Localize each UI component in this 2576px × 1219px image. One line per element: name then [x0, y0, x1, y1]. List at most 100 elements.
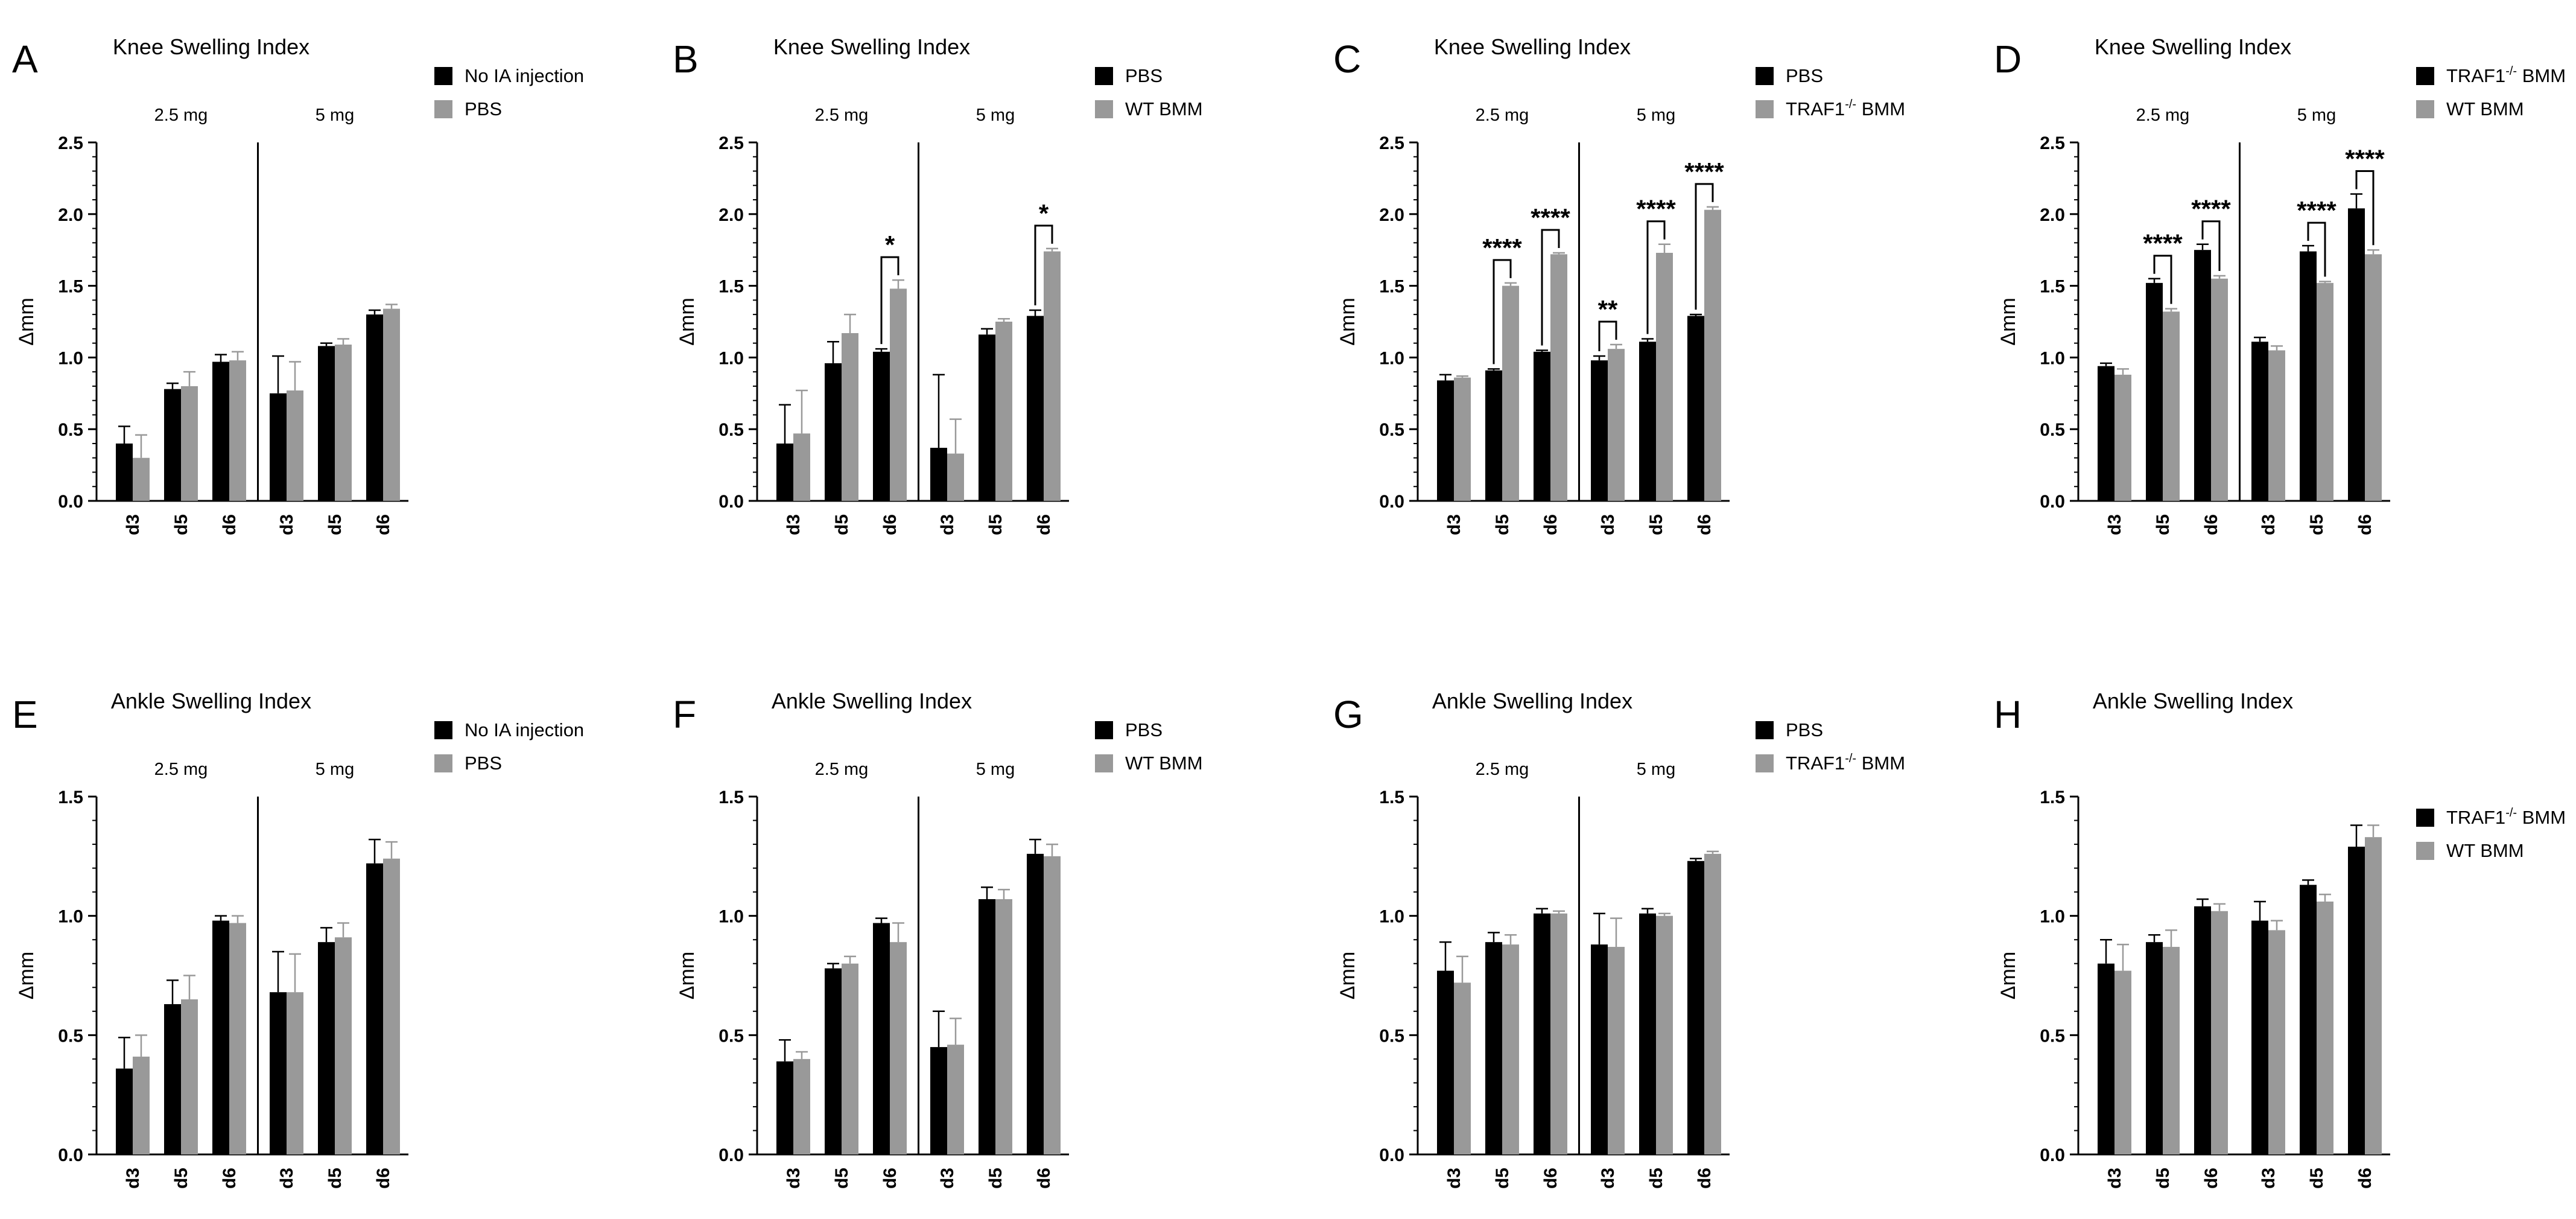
bar-B-s0-5 — [1027, 316, 1044, 501]
bar-E-s1-4 — [335, 937, 352, 1154]
x-tick-label: d5 — [2153, 514, 2173, 535]
x-tick-label: d3 — [277, 1168, 297, 1189]
y-tick-label: 0.5 — [719, 1026, 744, 1046]
bar-A-s0-1 — [164, 389, 181, 501]
y-axis-label: Δmm — [676, 298, 699, 345]
bar-H-s1-3 — [2268, 930, 2285, 1154]
significance-label: * — [885, 231, 895, 259]
bar-G-s1-1 — [1502, 944, 1519, 1154]
legend-swatch-0 — [1756, 721, 1774, 739]
y-tick-label: 2.5 — [58, 133, 83, 153]
significance-label: **** — [1482, 234, 1522, 262]
y-tick-label: 0.5 — [719, 420, 744, 440]
bar-G-s1-5 — [1704, 853, 1721, 1154]
significance-label: * — [1039, 199, 1049, 228]
significance-bracket — [2355, 170, 2375, 246]
y-tick-label: 0.0 — [1379, 492, 1404, 512]
legend-swatch-1 — [2416, 100, 2434, 118]
x-tick-label: d3 — [937, 514, 957, 535]
y-tick-label: 2.5 — [1379, 133, 1404, 153]
bar-H-s1-2 — [2211, 911, 2228, 1154]
y-tick-label: 1.0 — [1379, 907, 1404, 927]
x-tick-label: d6 — [1695, 1168, 1715, 1189]
y-tick-label: 0.5 — [2040, 1026, 2065, 1046]
bar-A-s1-5 — [383, 308, 400, 501]
x-tick-label: d3 — [1598, 1168, 1618, 1189]
legend-swatch-1 — [434, 754, 452, 772]
legend-label-0: TRAF1-/- BMM — [2446, 65, 2566, 86]
panel-letter: B — [673, 37, 699, 81]
x-tick-label: d5 — [1493, 514, 1512, 535]
x-tick-label: d3 — [1598, 514, 1618, 535]
x-tick-label: d6 — [373, 514, 393, 535]
significance-label: **** — [1531, 203, 1570, 232]
x-tick-label: d3 — [2105, 1168, 2125, 1189]
bar-C-s1-1 — [1502, 285, 1519, 501]
legend-swatch-1 — [2416, 842, 2434, 860]
y-tick-label: 1.5 — [719, 277, 744, 297]
y-tick-label: 1.0 — [719, 348, 744, 368]
bar-D-s1-4 — [2317, 282, 2333, 501]
significance-bracket — [1034, 224, 1053, 305]
bar-A-s1-4 — [335, 345, 352, 501]
legend-swatch-0 — [1095, 721, 1113, 739]
panel-letter: G — [1333, 693, 1363, 736]
bar-H-s0-4 — [2300, 885, 2317, 1154]
bar-C-s1-3 — [1608, 349, 1625, 501]
group-label-1: 5 mg — [316, 106, 354, 125]
bar-C-s0-2 — [1534, 351, 1550, 501]
x-tick-label: d6 — [220, 1168, 240, 1189]
bar-G-s0-5 — [1687, 861, 1704, 1154]
legend-label-1: WT BMM — [1125, 98, 1203, 119]
bar-E-s1-5 — [383, 858, 400, 1154]
bar-B-s0-2 — [873, 351, 890, 501]
bar-E-s1-2 — [229, 923, 246, 1154]
chart-title: Knee Swelling Index — [1434, 34, 1631, 59]
x-tick-label: d3 — [2259, 514, 2279, 535]
bar-F-s1-1 — [842, 963, 858, 1154]
y-tick-label: 2.0 — [1379, 205, 1404, 225]
x-tick-label: d3 — [937, 1168, 957, 1189]
bar-D-s0-3 — [2251, 342, 2268, 501]
bar-E-s0-0 — [116, 1068, 133, 1154]
significance-bracket — [2307, 221, 2326, 277]
group-label-0: 2.5 mg — [154, 106, 208, 125]
legend-label-0: PBS — [1786, 65, 1823, 86]
x-tick-label: d3 — [784, 1168, 804, 1189]
group-label-1: 5 mg — [1637, 760, 1675, 779]
significance-label: **** — [2297, 196, 2336, 224]
significance-label: **** — [2345, 145, 2385, 173]
significance-bracket — [1695, 183, 1714, 310]
x-tick-label: d3 — [1444, 1168, 1464, 1189]
y-axis-label: Δmm — [1336, 952, 1359, 999]
bar-H-s0-3 — [2251, 920, 2268, 1154]
x-tick-label: d5 — [1646, 514, 1666, 535]
x-tick-label: d5 — [325, 514, 345, 535]
y-tick-label: 2.0 — [719, 205, 744, 225]
y-tick-label: 2.0 — [58, 205, 83, 225]
x-tick-label: d5 — [832, 1168, 852, 1189]
bar-F-s0-2 — [873, 923, 890, 1154]
bar-E-s0-1 — [164, 1004, 181, 1154]
y-tick-label: 1.5 — [2040, 788, 2065, 807]
legend-label-1: PBS — [465, 98, 502, 119]
panel-letter: D — [1994, 37, 2022, 81]
bar-D-s0-4 — [2300, 251, 2317, 501]
x-tick-label: d5 — [171, 1168, 191, 1189]
legend-label-0: PBS — [1125, 65, 1163, 86]
bar-C-s0-1 — [1485, 370, 1502, 501]
y-axis-label: Δmm — [15, 298, 38, 345]
bar-A-s0-0 — [116, 443, 133, 501]
y-tick-label: 0.0 — [2040, 492, 2065, 512]
legend-label-0: TRAF1-/- BMM — [2446, 806, 2566, 828]
legend-swatch-1 — [434, 100, 452, 118]
bar-G-s1-3 — [1608, 947, 1625, 1154]
legend-swatch-0 — [434, 721, 452, 739]
bar-D-s1-2 — [2211, 278, 2228, 501]
bar-H-s1-0 — [2114, 970, 2131, 1154]
y-axis-label: Δmm — [676, 952, 699, 999]
bar-E-s0-4 — [318, 942, 335, 1154]
y-tick-label: 0.5 — [1379, 420, 1404, 440]
bar-G-s1-2 — [1550, 913, 1567, 1154]
x-tick-label: d3 — [123, 1168, 143, 1189]
